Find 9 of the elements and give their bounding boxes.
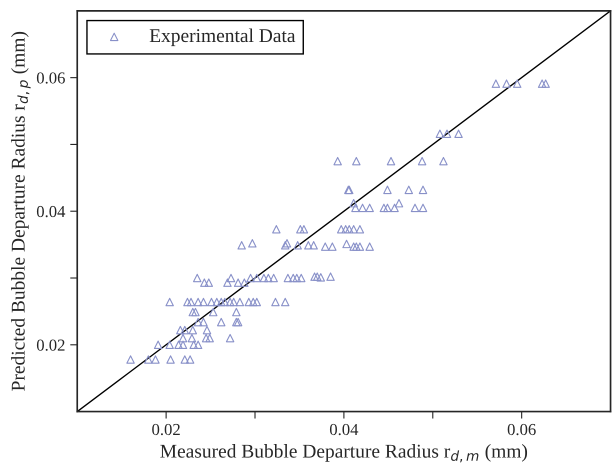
x-tick-label: 0.02 — [152, 424, 180, 436]
legend-label: Experimental Data — [150, 28, 296, 46]
x-axis-title: Measured Bubble Departure Radius r$_{d,m}$ (mm) — [160, 444, 528, 462]
y-axis-title: Predicted Bubble Departure Radius r$_{d,p}$ (mm) — [11, 32, 31, 391]
y-tick-label: 0.06 — [36, 72, 65, 84]
y-tick-label: 0.04 — [36, 206, 66, 218]
x-tick-label: 0.04 — [330, 424, 358, 436]
x-tick-label: 0.06 — [508, 424, 536, 436]
y-tick-label: 0.02 — [36, 339, 65, 351]
